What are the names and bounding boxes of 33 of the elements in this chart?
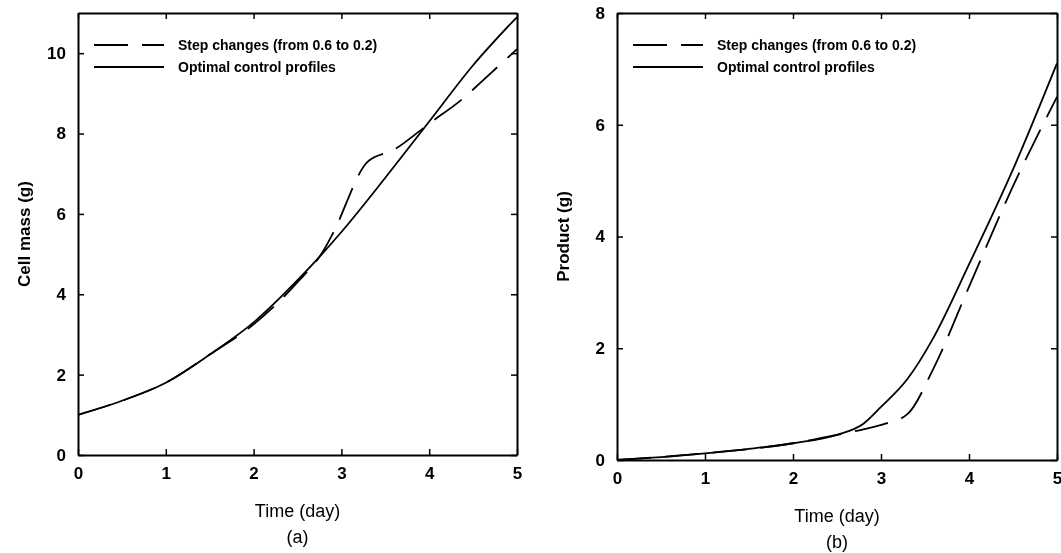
x-tick-label: 3 xyxy=(337,464,347,484)
text: (b) xyxy=(826,532,848,552)
x-tick-label: 4 xyxy=(424,464,435,484)
y-axis-title: Cell mass (g) xyxy=(15,181,34,287)
y-tick-label: 10 xyxy=(47,44,66,64)
x-tick-label: 0 xyxy=(73,464,84,484)
x-tick-label: 5 xyxy=(512,464,523,484)
y-tick-label: 0 xyxy=(56,445,66,465)
x-tick-label: 4 xyxy=(964,469,975,489)
legend-label: Optimal control profiles xyxy=(178,59,337,75)
x-axis-title: Time (day) xyxy=(794,506,880,526)
x-tick-label: 1 xyxy=(700,469,711,489)
x-tick-label: 2 xyxy=(249,464,259,484)
x-tick-label: 3 xyxy=(876,469,887,489)
y-tick-label: 8 xyxy=(595,3,605,23)
x-tick-label: 0 xyxy=(612,469,623,489)
x-axis-title: Time (day) xyxy=(254,501,341,521)
y-tick-label: 6 xyxy=(56,204,66,224)
y-tick-label: 4 xyxy=(595,227,606,247)
x-tick-label: 2 xyxy=(788,469,799,489)
legend-label: Step changes (from 0.6 to 0.2) xyxy=(717,37,917,53)
y-tick-label: 2 xyxy=(595,339,605,359)
y-tick-label: 0 xyxy=(595,450,605,470)
y-axis-title: Product (g) xyxy=(554,191,573,282)
legend-label: Step changes (from 0.6 to 0.2) xyxy=(178,37,378,53)
legend-label: Optimal control profiles xyxy=(717,59,876,75)
y-tick-label: 8 xyxy=(56,124,66,144)
text: (a) xyxy=(286,527,309,547)
y-tick-label: 4 xyxy=(56,285,67,305)
x-tick-label: 5 xyxy=(1052,469,1061,489)
y-tick-label: 2 xyxy=(56,365,66,385)
x-tick-label: 1 xyxy=(161,464,172,484)
y-tick-label: 6 xyxy=(595,115,605,135)
